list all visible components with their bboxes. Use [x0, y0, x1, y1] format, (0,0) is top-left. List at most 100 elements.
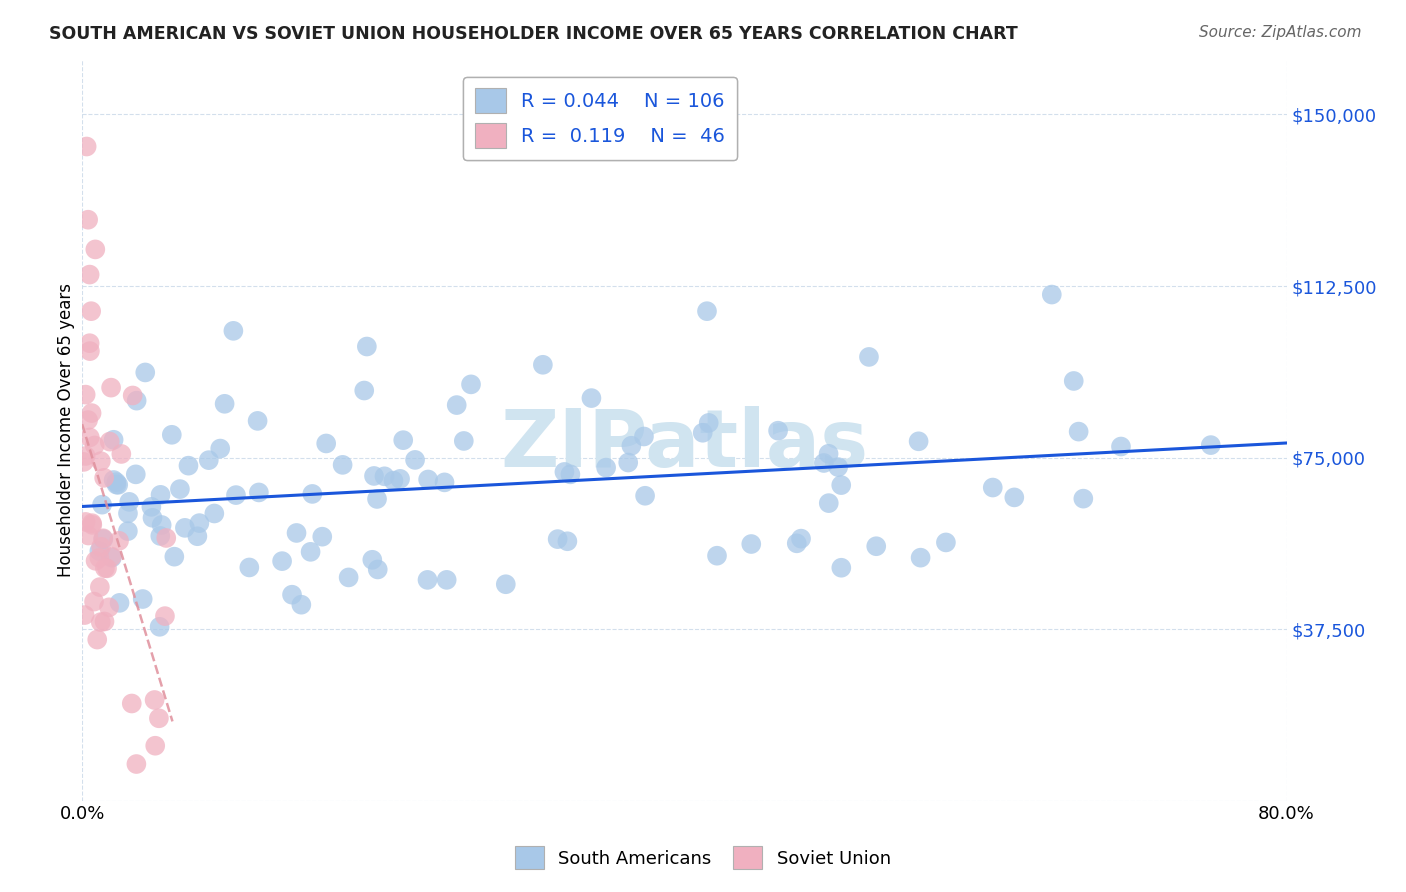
Point: [696, 304, 718, 318]
Point: [363, 469, 385, 483]
Point: [117, 506, 139, 520]
Point: [416, 573, 439, 587]
Point: [209, 442, 232, 456]
Point: [110, 447, 132, 461]
Text: ZIPatlas: ZIPatlas: [501, 406, 869, 484]
Point: [1063, 374, 1085, 388]
Point: [89, 544, 111, 558]
Point: [82, 517, 104, 532]
Point: [149, 529, 172, 543]
Point: [1067, 425, 1090, 439]
Point: [706, 549, 728, 563]
Point: [581, 391, 603, 405]
Point: [101, 549, 124, 564]
Point: [160, 427, 183, 442]
Point: [281, 588, 304, 602]
Point: [148, 711, 170, 725]
Legend: R = 0.044    N = 106, R =  0.119    N =  46: R = 0.044 N = 106, R = 0.119 N = 46: [463, 77, 737, 160]
Point: [108, 533, 131, 548]
Point: [91, 532, 114, 546]
Point: [560, 467, 582, 482]
Point: [697, 416, 720, 430]
Point: [981, 481, 1004, 495]
Point: [858, 350, 880, 364]
Point: [84, 243, 107, 257]
Point: [73, 455, 96, 469]
Point: [94, 561, 117, 575]
Point: [83, 438, 105, 452]
Point: [299, 545, 322, 559]
Point: [91, 498, 114, 512]
Point: [169, 482, 191, 496]
Point: [247, 485, 270, 500]
Point: [246, 414, 269, 428]
Point: [311, 530, 333, 544]
Point: [105, 475, 128, 490]
Point: [121, 388, 143, 402]
Point: [79, 336, 101, 351]
Point: [361, 553, 384, 567]
Point: [790, 532, 813, 546]
Point: [125, 757, 148, 772]
Point: [1199, 438, 1222, 452]
Point: [84, 554, 107, 568]
Point: [73, 608, 96, 623]
Point: [141, 500, 163, 514]
Point: [634, 489, 657, 503]
Point: [817, 447, 839, 461]
Point: [865, 539, 887, 553]
Point: [80, 516, 103, 531]
Point: [153, 609, 176, 624]
Point: [77, 413, 100, 427]
Point: [186, 529, 208, 543]
Point: [935, 535, 957, 549]
Point: [366, 491, 388, 506]
Point: [150, 518, 173, 533]
Point: [77, 212, 100, 227]
Point: [907, 434, 929, 449]
Point: [595, 460, 617, 475]
Point: [108, 596, 131, 610]
Point: [446, 398, 468, 412]
Point: [75, 449, 97, 463]
Point: [740, 537, 762, 551]
Point: [495, 577, 517, 591]
Point: [337, 570, 360, 584]
Text: Source: ZipAtlas.com: Source: ZipAtlas.com: [1198, 25, 1361, 40]
Legend: South Americans, Soviet Union: South Americans, Soviet Union: [506, 838, 900, 879]
Point: [98, 600, 121, 615]
Point: [91, 531, 114, 545]
Point: [353, 384, 375, 398]
Point: [76, 139, 98, 153]
Point: [103, 433, 125, 447]
Point: [79, 430, 101, 444]
Point: [90, 615, 112, 629]
Point: [285, 525, 308, 540]
Point: [817, 496, 839, 510]
Point: [149, 620, 172, 634]
Point: [416, 473, 439, 487]
Point: [149, 488, 172, 502]
Point: [531, 358, 554, 372]
Point: [356, 339, 378, 353]
Point: [238, 560, 260, 574]
Point: [89, 550, 111, 565]
Point: [197, 453, 219, 467]
Point: [98, 434, 121, 449]
Point: [290, 598, 312, 612]
Point: [75, 515, 97, 529]
Point: [90, 540, 112, 554]
Point: [1073, 491, 1095, 506]
Point: [86, 632, 108, 647]
Point: [271, 554, 294, 568]
Point: [547, 532, 569, 546]
Point: [620, 439, 643, 453]
Point: [389, 472, 412, 486]
Point: [131, 592, 153, 607]
Point: [79, 268, 101, 282]
Point: [813, 456, 835, 470]
Point: [1109, 440, 1132, 454]
Point: [155, 531, 177, 545]
Point: [202, 507, 225, 521]
Point: [557, 534, 579, 549]
